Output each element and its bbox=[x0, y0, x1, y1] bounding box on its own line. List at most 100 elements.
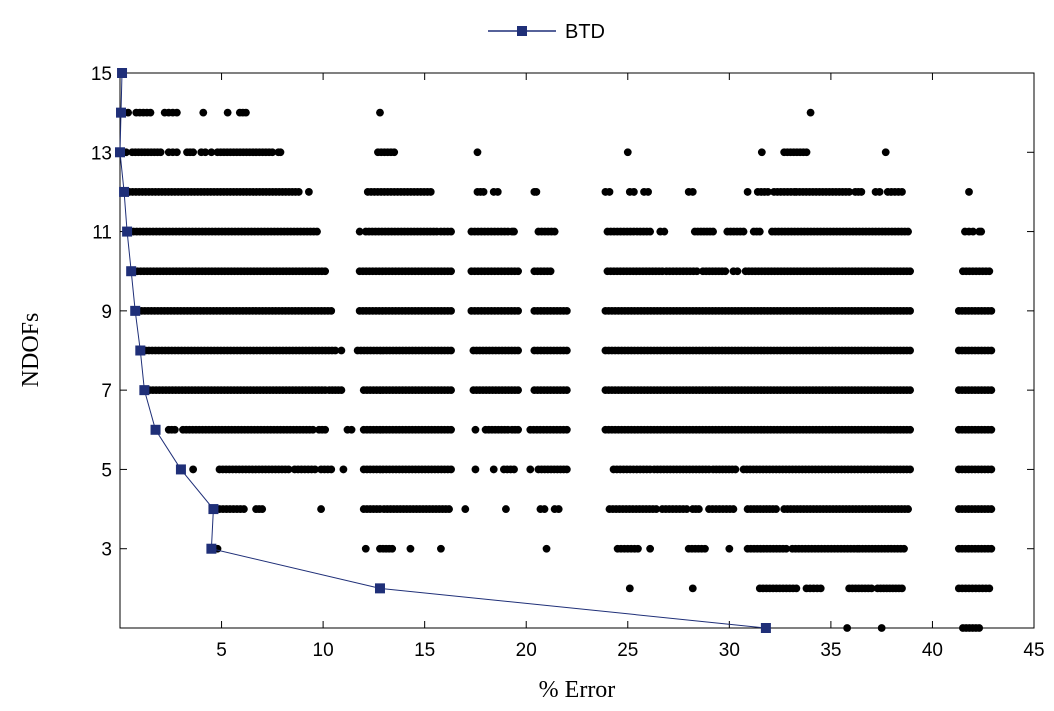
scatter-point bbox=[321, 267, 330, 276]
btd-series bbox=[115, 68, 771, 633]
scatter-point bbox=[562, 306, 571, 315]
scatter-point bbox=[562, 386, 571, 395]
scatter-point bbox=[969, 227, 977, 236]
scatter-point bbox=[284, 465, 293, 474]
scatter-point bbox=[510, 465, 518, 474]
btd-point bbox=[116, 107, 127, 118]
scatter-point bbox=[660, 227, 669, 236]
scatter-point bbox=[461, 505, 470, 513]
scatter-point bbox=[502, 505, 510, 513]
btd-point bbox=[374, 583, 385, 594]
scatter-point bbox=[447, 386, 455, 395]
scatter-point bbox=[646, 544, 655, 553]
scatter-point bbox=[447, 267, 455, 276]
scatter-point bbox=[199, 108, 208, 117]
scatter-point bbox=[447, 346, 455, 355]
scatter-point bbox=[877, 624, 886, 632]
btd-point bbox=[126, 266, 137, 277]
scatter-point bbox=[816, 584, 825, 593]
scatter-point bbox=[313, 227, 321, 236]
scatter-point bbox=[634, 544, 642, 553]
scatter-point bbox=[904, 227, 912, 236]
scatter-point bbox=[156, 148, 165, 157]
scatter-point bbox=[304, 188, 313, 196]
scatter-point bbox=[772, 505, 780, 513]
scatter-point bbox=[311, 465, 319, 474]
scatter-point bbox=[701, 544, 709, 553]
scatter-point bbox=[985, 584, 994, 593]
scatter-point bbox=[867, 584, 876, 593]
scatter-point bbox=[447, 306, 455, 315]
scatter-point bbox=[146, 108, 155, 117]
scatter-point bbox=[532, 188, 541, 196]
scatter-point bbox=[605, 188, 614, 196]
scatter-point bbox=[845, 188, 854, 196]
scatter-point bbox=[447, 425, 455, 434]
scatter-point bbox=[170, 425, 179, 434]
scatter-point bbox=[975, 624, 984, 632]
x-axis: 5 10 15 20 25 30 35 40 45 bbox=[216, 73, 1045, 661]
btd-point bbox=[117, 68, 128, 78]
scatter-point bbox=[514, 386, 522, 395]
scatter-point bbox=[987, 465, 996, 474]
scatter-point bbox=[987, 346, 996, 355]
scatter-point bbox=[554, 505, 563, 513]
scatter-point bbox=[782, 544, 791, 553]
scatter-point bbox=[526, 465, 535, 474]
scatter-point bbox=[479, 188, 488, 196]
y-tick-label: 15 bbox=[91, 64, 112, 85]
scatter-point bbox=[471, 465, 480, 474]
btd-point bbox=[150, 424, 161, 435]
btd-point bbox=[135, 345, 146, 356]
scatter-point bbox=[987, 505, 996, 513]
y-tick-label: 3 bbox=[101, 540, 112, 561]
scatter-point bbox=[906, 465, 915, 474]
scatter-point bbox=[514, 425, 522, 434]
scatter-point bbox=[406, 544, 415, 553]
scatter-point bbox=[355, 227, 364, 236]
scatter-point bbox=[562, 346, 571, 355]
scatter-point bbox=[729, 505, 738, 513]
scatter-point bbox=[725, 544, 734, 553]
x-axis-title: % Error bbox=[539, 677, 616, 703]
btd-point bbox=[760, 623, 771, 633]
scatter-point bbox=[445, 505, 453, 513]
scatter-point bbox=[755, 227, 764, 236]
scatter-point bbox=[223, 108, 232, 117]
scatter-point bbox=[327, 465, 336, 474]
scatter-point bbox=[361, 544, 370, 553]
scatter-point bbox=[906, 425, 915, 434]
scatter-point bbox=[709, 227, 717, 236]
btd-point bbox=[139, 385, 150, 396]
scatter-point bbox=[514, 306, 522, 315]
scatter-point bbox=[721, 267, 730, 276]
scatter-point bbox=[201, 148, 210, 157]
scatter-point bbox=[189, 465, 198, 474]
scatter-point bbox=[331, 346, 340, 355]
scatter-point bbox=[646, 227, 655, 236]
scatter-point bbox=[337, 346, 346, 355]
scatter-point bbox=[898, 584, 906, 593]
scatter-point bbox=[733, 267, 742, 276]
scatter-point bbox=[542, 544, 551, 553]
btd-point bbox=[119, 186, 130, 197]
scatter-point bbox=[493, 188, 502, 196]
scatter-point bbox=[739, 227, 748, 236]
scatter-point bbox=[447, 227, 455, 236]
scatter-point bbox=[688, 584, 697, 593]
scatter-point bbox=[985, 267, 994, 276]
scatter-point bbox=[625, 584, 634, 593]
y-tick-label: 9 bbox=[101, 302, 112, 323]
scatter-point bbox=[437, 544, 445, 553]
scatter-point bbox=[906, 386, 915, 395]
scatter-point bbox=[258, 505, 267, 513]
scatter-point bbox=[339, 465, 348, 474]
scatter-point bbox=[692, 267, 701, 276]
x-tick-label: 40 bbox=[922, 640, 943, 661]
scatter-point bbox=[764, 188, 772, 196]
y-tick-label: 11 bbox=[92, 223, 112, 244]
scatter-point bbox=[629, 188, 638, 196]
scatter-point bbox=[802, 148, 811, 157]
scatter-point bbox=[540, 505, 549, 513]
